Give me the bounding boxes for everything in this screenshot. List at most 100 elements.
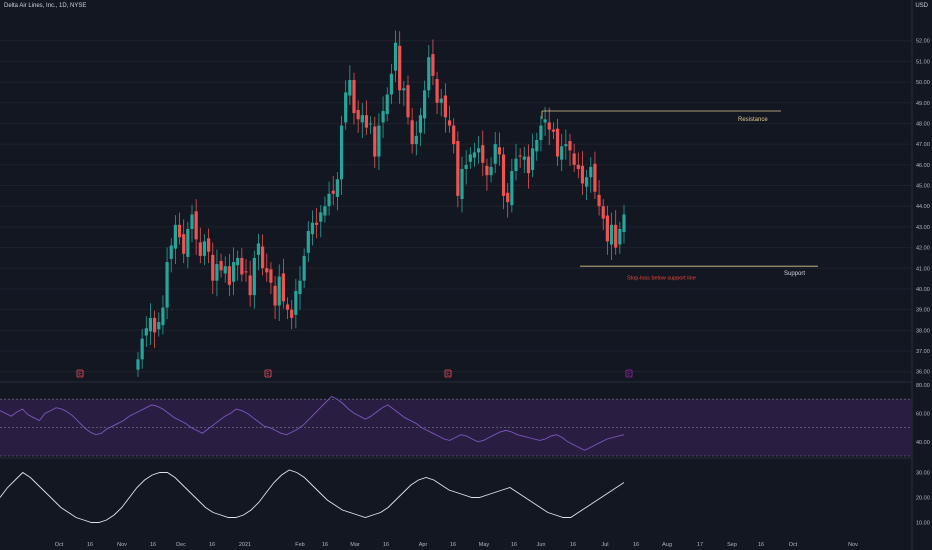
candle-body — [148, 317, 153, 332]
candle-body — [240, 257, 244, 275]
resistance-label: Resistance — [738, 117, 768, 123]
candle-body — [601, 206, 605, 219]
candle-body — [564, 144, 568, 147]
candle-body — [460, 168, 464, 199]
price-tick-label: 49.00 — [916, 101, 930, 107]
oscillator-axis-label: 20.00 — [916, 496, 930, 502]
price-tick-label: 48.00 — [916, 121, 930, 127]
oscillator-axis-label: 30.00 — [916, 471, 930, 477]
candle-body — [315, 222, 319, 225]
candle-body — [414, 135, 418, 145]
symbol-title: Delta Air Lines, Inc., 1D, NYSE — [4, 3, 87, 9]
candle-body — [443, 95, 447, 118]
price-tick-label: 36.00 — [916, 370, 930, 376]
candle-body — [605, 215, 609, 242]
candle-body — [518, 155, 522, 157]
candle-body — [327, 193, 331, 207]
candle-body — [531, 148, 535, 170]
price-tick-label: 44.00 — [916, 204, 930, 210]
candle-body — [489, 166, 493, 176]
candle-body — [526, 156, 531, 174]
candle-body — [609, 224, 614, 245]
price-tick-label: 41.00 — [916, 266, 930, 272]
candle-body — [244, 271, 248, 273]
candle-body — [364, 115, 369, 128]
time-tick-label: Feb — [295, 542, 304, 548]
candle-body — [252, 257, 256, 296]
candle-body — [423, 90, 427, 119]
candle-body — [593, 163, 597, 192]
candle-body — [589, 166, 593, 178]
candle-body — [522, 156, 526, 160]
earnings-marker — [625, 369, 633, 378]
candle-body — [560, 146, 564, 160]
candle-body — [535, 140, 539, 152]
earnings-marker-label: E — [446, 372, 450, 378]
candle-body — [447, 120, 452, 126]
time-tick-label: 16 — [450, 542, 456, 548]
time-tick-label: 16 — [758, 542, 764, 548]
time-tick-label: 16 — [322, 542, 328, 548]
price-tick-label: 45.00 — [916, 184, 930, 190]
candle-body — [273, 285, 277, 306]
candle-body — [360, 115, 364, 123]
time-tick-label: 16 — [209, 542, 215, 548]
candle-body — [398, 45, 402, 91]
candle-body — [285, 304, 290, 310]
candle-body — [302, 255, 306, 281]
candle-body — [331, 190, 335, 194]
candle-body — [468, 154, 472, 162]
earnings-marker — [264, 369, 272, 378]
time-tick-label: Mar — [350, 542, 360, 548]
price-tick-label: 46.00 — [916, 163, 930, 169]
candle-body — [190, 214, 194, 229]
time-tick-label: 2021 — [239, 542, 251, 548]
candle-body — [231, 262, 236, 282]
time-tick-label: Jun — [537, 542, 546, 548]
time-tick-label: Oct — [789, 542, 798, 548]
candle-body — [572, 153, 576, 165]
candle-body — [539, 125, 543, 140]
candle-body — [418, 115, 423, 133]
candle-body — [207, 238, 211, 252]
time-tick-label: 16 — [87, 542, 93, 548]
candle-body — [140, 338, 144, 360]
candle-body — [481, 145, 485, 163]
time-tick-label: Apr — [419, 542, 428, 548]
earnings-marker-label: E — [266, 372, 270, 378]
candle-body — [227, 266, 231, 285]
candle-body — [381, 111, 385, 123]
candle-body — [543, 119, 547, 123]
price-tick-label: 38.00 — [916, 328, 930, 334]
candle-body — [294, 291, 298, 315]
price-tick-label: 47.00 — [916, 142, 930, 148]
time-tick-label: May — [479, 542, 490, 548]
candle-body — [439, 98, 443, 103]
candle-body — [555, 128, 560, 157]
candle-body — [452, 125, 456, 145]
candle-body — [144, 328, 148, 336]
candle-body — [585, 177, 589, 187]
candle-body — [256, 243, 261, 255]
candle-body — [339, 125, 344, 180]
candle-body — [431, 54, 435, 76]
candle-body — [506, 192, 510, 203]
rsi-axis-label: 40.00 — [916, 440, 930, 446]
time-tick-label: 16 — [633, 542, 639, 548]
candle-body — [514, 158, 518, 172]
candle-body — [435, 78, 439, 103]
price-tick-label: 43.00 — [916, 225, 930, 231]
candle-body — [261, 246, 265, 269]
candle-body — [485, 165, 489, 176]
price-tick-label: 39.00 — [916, 308, 930, 314]
time-tick-label: 16 — [570, 542, 576, 548]
price-tick-label: 52.00 — [916, 39, 930, 45]
oscillator-line — [0, 469, 625, 523]
time-tick-label: 16 — [383, 542, 389, 548]
time-tick-label: Aug — [662, 542, 672, 548]
candle-body — [344, 92, 348, 123]
candle-body — [369, 123, 373, 125]
candle-body — [223, 266, 227, 274]
candle-body — [323, 206, 327, 216]
